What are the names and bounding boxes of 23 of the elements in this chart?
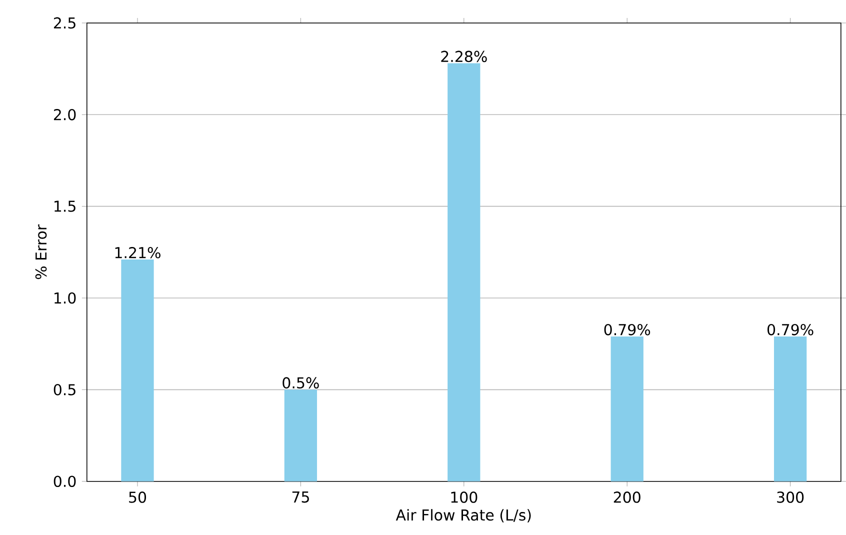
y-tick-label: 2.0 <box>54 108 76 120</box>
y-axis-title: % Error <box>35 224 47 279</box>
data-label: 2.28% <box>441 50 487 62</box>
y-tick-label: 0.5 <box>54 384 76 396</box>
x-tick-label: 75 <box>292 491 309 503</box>
bar <box>121 259 154 482</box>
data-label: 0.79% <box>604 324 650 336</box>
bar <box>448 63 480 482</box>
bar <box>610 336 644 482</box>
x-tick-label: 50 <box>129 491 146 503</box>
y-tick-label: 0.0 <box>54 476 76 487</box>
y-tick-label: 2.5 <box>54 17 76 28</box>
y-tick-label: 1.0 <box>54 292 76 304</box>
bar <box>284 390 318 482</box>
y-tick-label: 1.5 <box>54 200 76 212</box>
data-label: 0.5% <box>282 377 319 388</box>
data-label: 0.79% <box>768 324 814 336</box>
x-tick-label: 300 <box>777 491 804 503</box>
x-tick-label: 100 <box>451 491 478 503</box>
data-label: 1.21% <box>115 246 160 258</box>
x-axis-title: Air Flow Rate (L/s) <box>396 508 531 522</box>
bar <box>774 336 807 482</box>
x-tick-label: 200 <box>614 491 640 503</box>
